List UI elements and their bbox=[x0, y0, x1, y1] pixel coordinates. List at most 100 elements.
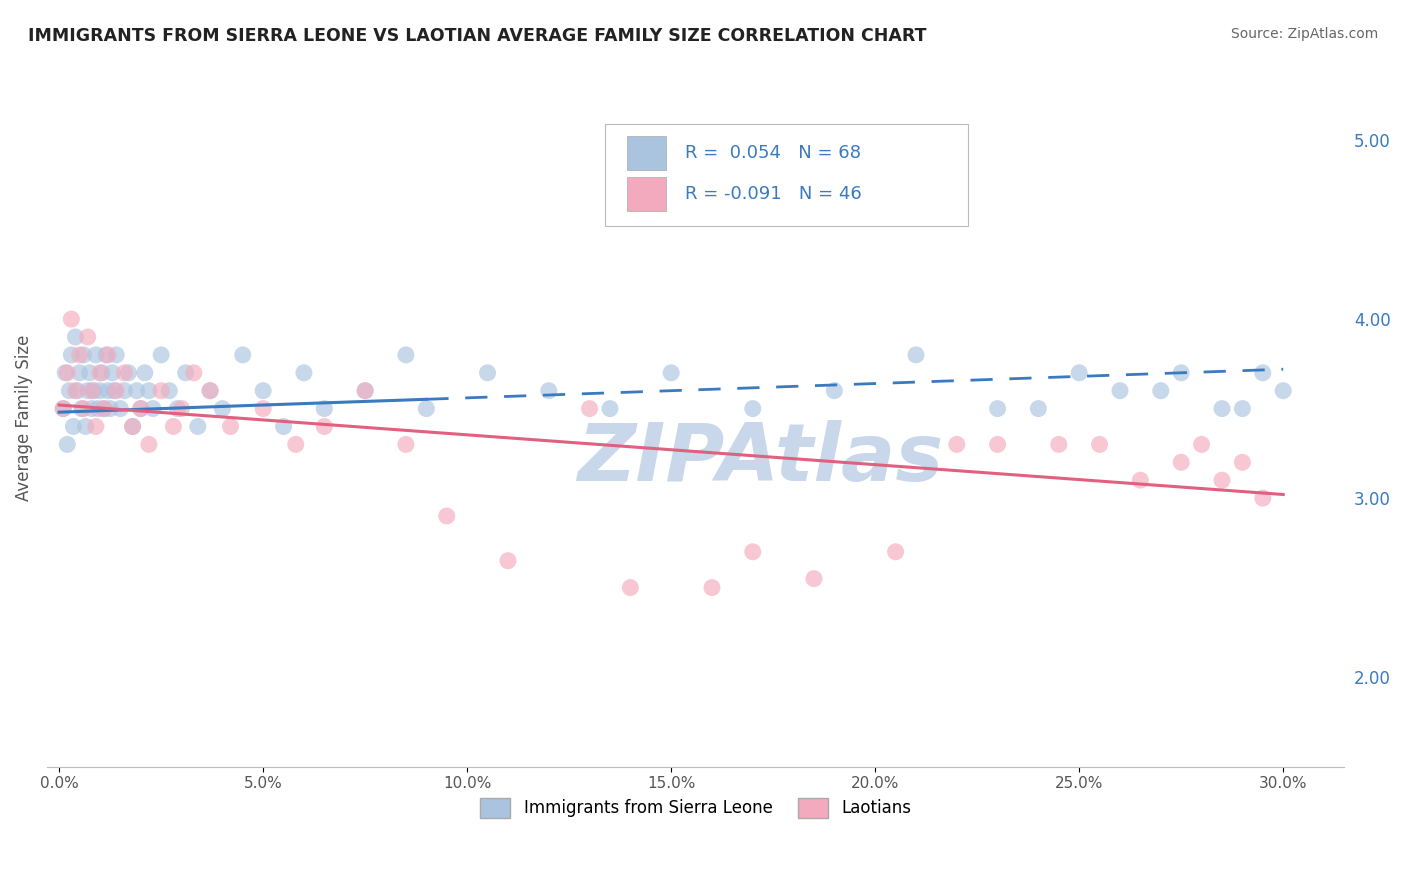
Point bbox=[142, 401, 165, 416]
Point bbox=[741, 545, 763, 559]
Point bbox=[314, 419, 336, 434]
Point bbox=[138, 437, 160, 451]
Point bbox=[166, 401, 188, 416]
Point bbox=[945, 437, 967, 451]
FancyBboxPatch shape bbox=[605, 124, 969, 226]
Point bbox=[1191, 437, 1213, 451]
Y-axis label: Average Family Size: Average Family Size bbox=[15, 334, 32, 500]
Point bbox=[174, 366, 197, 380]
Point bbox=[112, 384, 135, 398]
Point bbox=[79, 366, 101, 380]
Point bbox=[150, 348, 173, 362]
Point bbox=[72, 348, 94, 362]
Point bbox=[84, 348, 107, 362]
Point bbox=[1232, 401, 1254, 416]
Point bbox=[125, 384, 148, 398]
Point bbox=[110, 401, 132, 416]
Point bbox=[52, 401, 75, 416]
Point bbox=[1069, 366, 1091, 380]
Point bbox=[117, 366, 139, 380]
Point bbox=[80, 384, 103, 398]
Point bbox=[105, 384, 128, 398]
Point bbox=[619, 581, 641, 595]
Point bbox=[101, 366, 124, 380]
Point bbox=[60, 312, 83, 326]
Point bbox=[1211, 473, 1233, 487]
Point bbox=[823, 384, 845, 398]
Point bbox=[1088, 437, 1111, 451]
Text: IMMIGRANTS FROM SIERRA LEONE VS LAOTIAN AVERAGE FAMILY SIZE CORRELATION CHART: IMMIGRANTS FROM SIERRA LEONE VS LAOTIAN … bbox=[28, 27, 927, 45]
Point bbox=[60, 348, 83, 362]
Point bbox=[121, 419, 143, 434]
Point bbox=[170, 401, 193, 416]
Point bbox=[58, 384, 80, 398]
Point bbox=[1150, 384, 1173, 398]
Point bbox=[134, 366, 156, 380]
Point bbox=[65, 330, 87, 344]
Point bbox=[252, 384, 274, 398]
Point bbox=[987, 401, 1010, 416]
Point bbox=[121, 419, 143, 434]
Point bbox=[415, 401, 437, 416]
Point bbox=[198, 384, 221, 398]
Point bbox=[436, 508, 458, 523]
Point bbox=[89, 384, 111, 398]
FancyBboxPatch shape bbox=[627, 178, 666, 211]
Point bbox=[72, 401, 94, 416]
Point bbox=[105, 348, 128, 362]
Point bbox=[157, 384, 180, 398]
Point bbox=[284, 437, 307, 451]
Point bbox=[89, 366, 111, 380]
Point bbox=[578, 401, 600, 416]
Point bbox=[1129, 473, 1152, 487]
Point bbox=[987, 437, 1010, 451]
Point bbox=[70, 401, 93, 416]
Point bbox=[1170, 455, 1192, 469]
Point bbox=[187, 419, 209, 434]
Point bbox=[150, 384, 173, 398]
Point bbox=[183, 366, 205, 380]
Point bbox=[904, 348, 927, 362]
Point bbox=[659, 366, 682, 380]
Point bbox=[93, 401, 115, 416]
Point bbox=[1211, 401, 1233, 416]
Point bbox=[252, 401, 274, 416]
Point bbox=[1232, 455, 1254, 469]
Text: R =  0.054   N = 68: R = 0.054 N = 68 bbox=[685, 144, 862, 162]
Legend: Immigrants from Sierra Leone, Laotians: Immigrants from Sierra Leone, Laotians bbox=[474, 791, 918, 824]
Point bbox=[232, 348, 254, 362]
Point bbox=[211, 401, 233, 416]
Text: ZIPAtlas: ZIPAtlas bbox=[578, 420, 943, 499]
Point bbox=[354, 384, 377, 398]
Point bbox=[273, 419, 295, 434]
Point bbox=[66, 384, 89, 398]
Point bbox=[53, 366, 76, 380]
Point bbox=[112, 366, 135, 380]
Point bbox=[314, 401, 336, 416]
Point bbox=[75, 419, 97, 434]
Point bbox=[162, 419, 184, 434]
Point bbox=[395, 348, 418, 362]
Point bbox=[76, 330, 98, 344]
Point bbox=[884, 545, 907, 559]
Point bbox=[477, 366, 499, 380]
Point bbox=[198, 384, 221, 398]
Point bbox=[93, 401, 115, 416]
Point bbox=[94, 348, 117, 362]
Text: R = -0.091   N = 46: R = -0.091 N = 46 bbox=[685, 186, 862, 203]
Point bbox=[292, 366, 315, 380]
Point bbox=[496, 554, 519, 568]
Point bbox=[1028, 401, 1050, 416]
Point bbox=[83, 384, 105, 398]
Point bbox=[52, 401, 75, 416]
Point bbox=[87, 401, 110, 416]
Point bbox=[69, 366, 91, 380]
Point bbox=[62, 419, 84, 434]
Point bbox=[56, 437, 79, 451]
Point bbox=[700, 581, 723, 595]
Point bbox=[103, 384, 125, 398]
Point bbox=[395, 437, 418, 451]
Point bbox=[1109, 384, 1132, 398]
Point bbox=[1047, 437, 1070, 451]
Point bbox=[97, 384, 120, 398]
